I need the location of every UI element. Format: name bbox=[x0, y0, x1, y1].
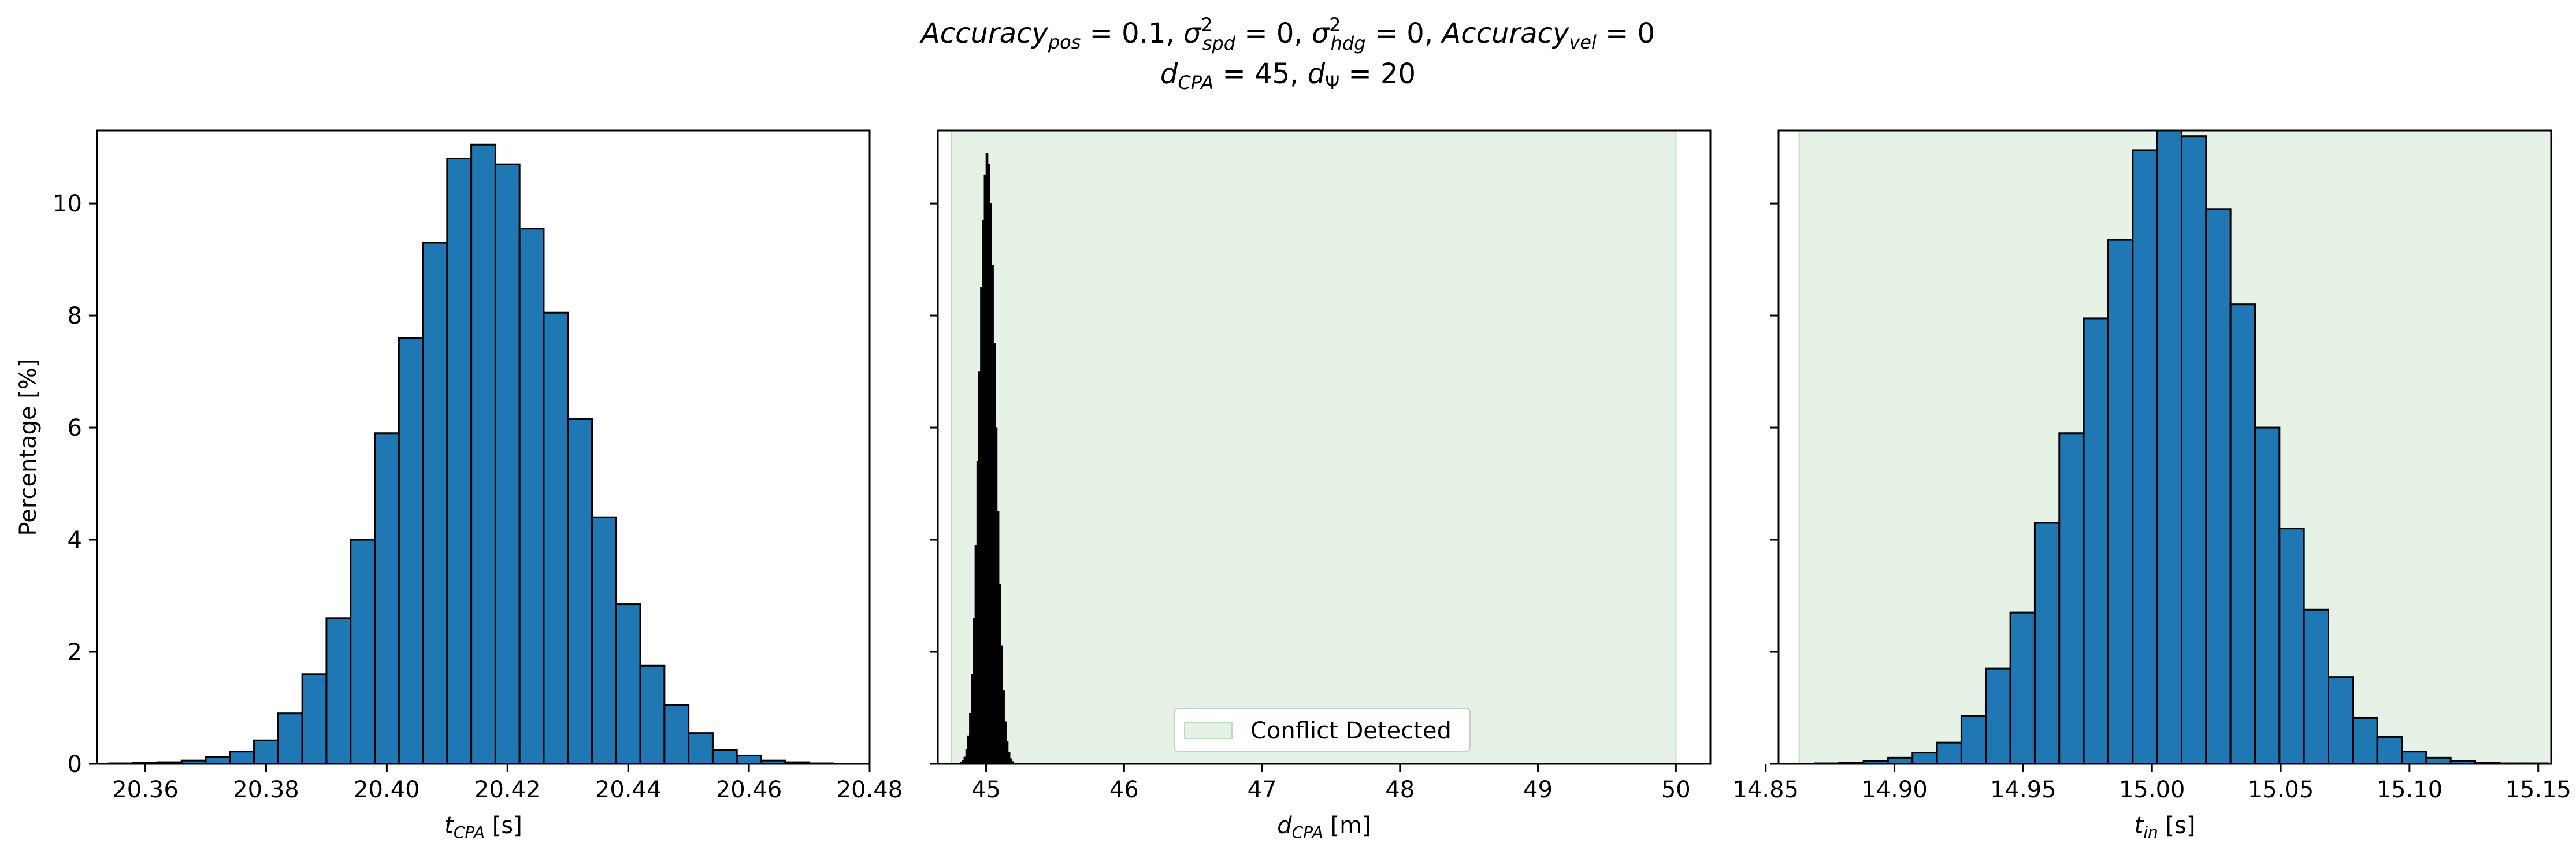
x-tick-label: 15.00 bbox=[2119, 777, 2185, 803]
histogram-bar bbox=[398, 337, 424, 765]
x-tick-label: 20.36 bbox=[112, 777, 179, 803]
x-tick-label: 20.46 bbox=[716, 777, 782, 803]
y-tick-label: 0 bbox=[68, 751, 82, 778]
histogram-bar bbox=[2107, 239, 2134, 765]
panel-tcpa: 20.36 20.38 20.40 20.42 20.44 20.46 20.48 0 2 4 6… bbox=[15, 129, 903, 842]
histogram-bar bbox=[2058, 432, 2085, 765]
x-tick-label: 50 bbox=[1661, 777, 1691, 803]
x-tick-label: 46 bbox=[1109, 777, 1139, 803]
histogram-bar bbox=[446, 157, 473, 765]
y-tick-label: 8 bbox=[68, 303, 82, 329]
y-axis-label: Percentage [%] bbox=[15, 359, 42, 536]
histogram-bar bbox=[373, 432, 400, 765]
axes-frame-dcpa bbox=[937, 129, 1712, 765]
figure-title-line2: dCPA = 45, dΨ = 20 bbox=[1160, 58, 1416, 94]
x-axis-label-tin: tin [s] bbox=[2135, 812, 2196, 842]
x-tick-label: 15.05 bbox=[2248, 777, 2314, 803]
x-tick-label: 14.90 bbox=[1861, 777, 1928, 803]
axes-frame-tin bbox=[1777, 129, 2552, 765]
figure-title-line1: Accuracypos = 0.1, σ2 spd = 0, σ2 hdg = 0,… bbox=[919, 14, 1655, 54]
x-tick-label: 20.40 bbox=[354, 777, 420, 803]
histogram-bar bbox=[2205, 208, 2232, 765]
histogram-bar bbox=[2327, 676, 2354, 765]
y-tick-label: 6 bbox=[68, 415, 82, 441]
x-tick-label: 20.44 bbox=[595, 777, 662, 803]
histogram-bar bbox=[301, 673, 328, 765]
histogram-bar bbox=[2083, 317, 2109, 765]
histogram-bar bbox=[639, 664, 666, 765]
histogram-bar bbox=[2033, 522, 2061, 765]
y-tick-label: 10 bbox=[53, 191, 82, 217]
histogram-bar bbox=[325, 617, 352, 765]
histogram-bar bbox=[2278, 528, 2305, 765]
histogram-bar bbox=[711, 749, 738, 765]
histogram-bar bbox=[229, 751, 255, 765]
histogram-bar bbox=[567, 418, 593, 765]
histogram-bar bbox=[591, 516, 617, 765]
histogram-bar bbox=[543, 311, 569, 765]
histogram-bar bbox=[277, 712, 303, 765]
x-tick-label: 15.10 bbox=[2377, 777, 2443, 803]
legend: Conflict Detected bbox=[1174, 708, 1471, 752]
x-tick-label: 49 bbox=[1523, 777, 1553, 803]
histogram-bar bbox=[350, 539, 376, 765]
histogram-bar bbox=[2009, 611, 2036, 765]
histogram-bar bbox=[2180, 135, 2207, 765]
panel-tin: 14.85 14.90 14.95 15.00 15.05 15.10 15.15 tin … bbox=[1732, 129, 2571, 842]
histogram-bar bbox=[470, 143, 496, 765]
legend-label-conflict: Conflict Detected bbox=[1250, 718, 1452, 744]
histogram-bars-tcpa bbox=[108, 143, 834, 765]
histogram-bar bbox=[1887, 756, 1914, 765]
y-tick-label: 4 bbox=[68, 527, 82, 554]
histogram-bar bbox=[2254, 426, 2281, 765]
histogram-bar bbox=[1960, 715, 1987, 765]
histogram-bar bbox=[253, 739, 279, 765]
x-tick-label: 47 bbox=[1248, 777, 1277, 803]
x-tick-label: 20.38 bbox=[233, 777, 299, 803]
x-tick-label: 14.85 bbox=[1732, 777, 1799, 803]
legend-box bbox=[1174, 708, 1471, 752]
histogram-bars-tin bbox=[1813, 129, 2550, 765]
y-tick-label: 2 bbox=[68, 639, 82, 666]
histogram-bar bbox=[2303, 608, 2329, 765]
histogram-bar bbox=[2156, 129, 2182, 765]
x-tick-label: 20.42 bbox=[474, 777, 541, 803]
x-tick-label: 20.48 bbox=[837, 777, 903, 803]
histogram-bar bbox=[205, 756, 231, 765]
histogram-bar bbox=[688, 732, 714, 765]
histogram-bar bbox=[2132, 149, 2158, 765]
x-axis-label-tcpa: tCPA [s] bbox=[444, 812, 522, 842]
histogram-bars-dcpa bbox=[958, 153, 1014, 764]
x-axis-label-dcpa: dCPA [m] bbox=[1277, 812, 1371, 842]
histogram-bar bbox=[2425, 756, 2452, 765]
histogram-bar bbox=[494, 163, 521, 765]
histogram-bar bbox=[2229, 303, 2256, 765]
x-tick-label: 14.95 bbox=[1990, 777, 2057, 803]
conflict-region-d_CPA bbox=[951, 130, 1677, 764]
histogram-bar bbox=[1911, 752, 1938, 765]
axes-frame-tcpa bbox=[96, 129, 871, 765]
histogram-bar bbox=[2352, 716, 2378, 765]
histogram-bar bbox=[2401, 751, 2427, 765]
x-tick-label: 15.15 bbox=[2505, 777, 2571, 803]
legend-swatch-conflict bbox=[1184, 722, 1233, 739]
x-tick-label: 48 bbox=[1385, 777, 1415, 803]
histogram-bar bbox=[1936, 741, 1962, 765]
histogram-bar bbox=[518, 228, 545, 765]
histogram-bar bbox=[2376, 736, 2403, 765]
histogram-bar bbox=[422, 242, 448, 765]
histogram-bar bbox=[736, 754, 762, 765]
histogram-bar bbox=[663, 704, 690, 765]
histogram-bar bbox=[615, 603, 641, 765]
panel-dcpa: 45 46 47 48 49 50 dCPA [m] Conflict Detected bbox=[930, 129, 1712, 842]
x-tick-label: 45 bbox=[971, 777, 1001, 803]
histogram-bar bbox=[1985, 667, 2011, 765]
